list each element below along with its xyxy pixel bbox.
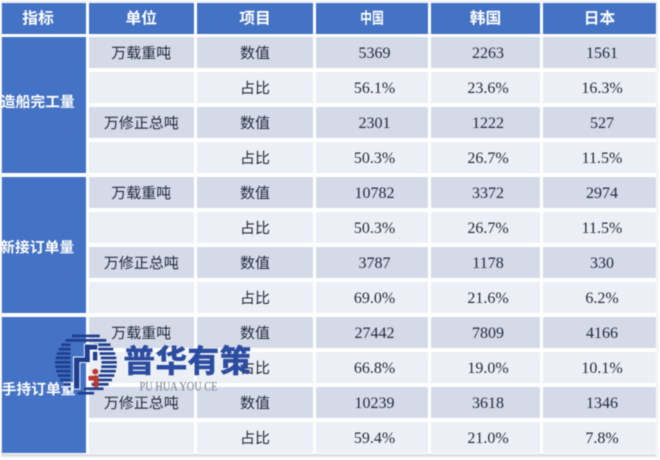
svg-text:PU HUA YOU CE: PU HUA YOU CE	[140, 379, 218, 393]
